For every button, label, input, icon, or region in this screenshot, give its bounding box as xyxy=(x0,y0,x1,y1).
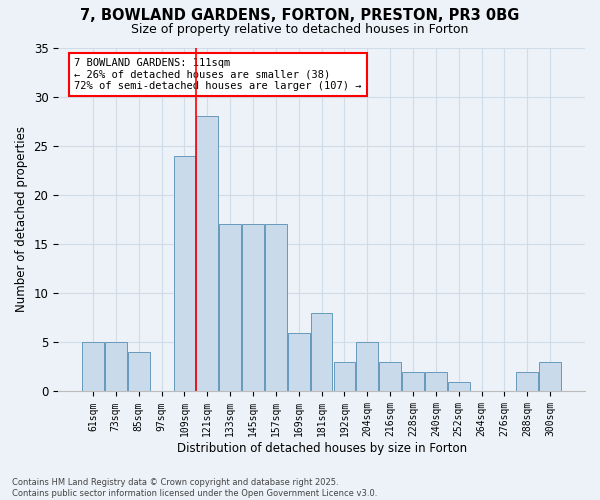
Bar xyxy=(448,382,470,392)
Bar xyxy=(265,224,287,392)
Bar xyxy=(425,372,447,392)
X-axis label: Distribution of detached houses by size in Forton: Distribution of detached houses by size … xyxy=(176,442,467,455)
Bar xyxy=(288,332,310,392)
Bar xyxy=(128,352,149,392)
Bar xyxy=(311,313,332,392)
Bar xyxy=(105,342,127,392)
Bar xyxy=(517,372,538,392)
Bar xyxy=(82,342,104,392)
Bar xyxy=(196,116,218,392)
Text: Size of property relative to detached houses in Forton: Size of property relative to detached ho… xyxy=(131,22,469,36)
Bar xyxy=(356,342,378,392)
Text: 7 BOWLAND GARDENS: 111sqm
← 26% of detached houses are smaller (38)
72% of semi-: 7 BOWLAND GARDENS: 111sqm ← 26% of detac… xyxy=(74,58,361,91)
Bar xyxy=(539,362,561,392)
Bar xyxy=(173,156,195,392)
Bar xyxy=(219,224,241,392)
Bar xyxy=(379,362,401,392)
Bar xyxy=(242,224,264,392)
Bar xyxy=(334,362,355,392)
Text: Contains HM Land Registry data © Crown copyright and database right 2025.
Contai: Contains HM Land Registry data © Crown c… xyxy=(12,478,377,498)
Y-axis label: Number of detached properties: Number of detached properties xyxy=(15,126,28,312)
Bar xyxy=(402,372,424,392)
Text: 7, BOWLAND GARDENS, FORTON, PRESTON, PR3 0BG: 7, BOWLAND GARDENS, FORTON, PRESTON, PR3… xyxy=(80,8,520,22)
